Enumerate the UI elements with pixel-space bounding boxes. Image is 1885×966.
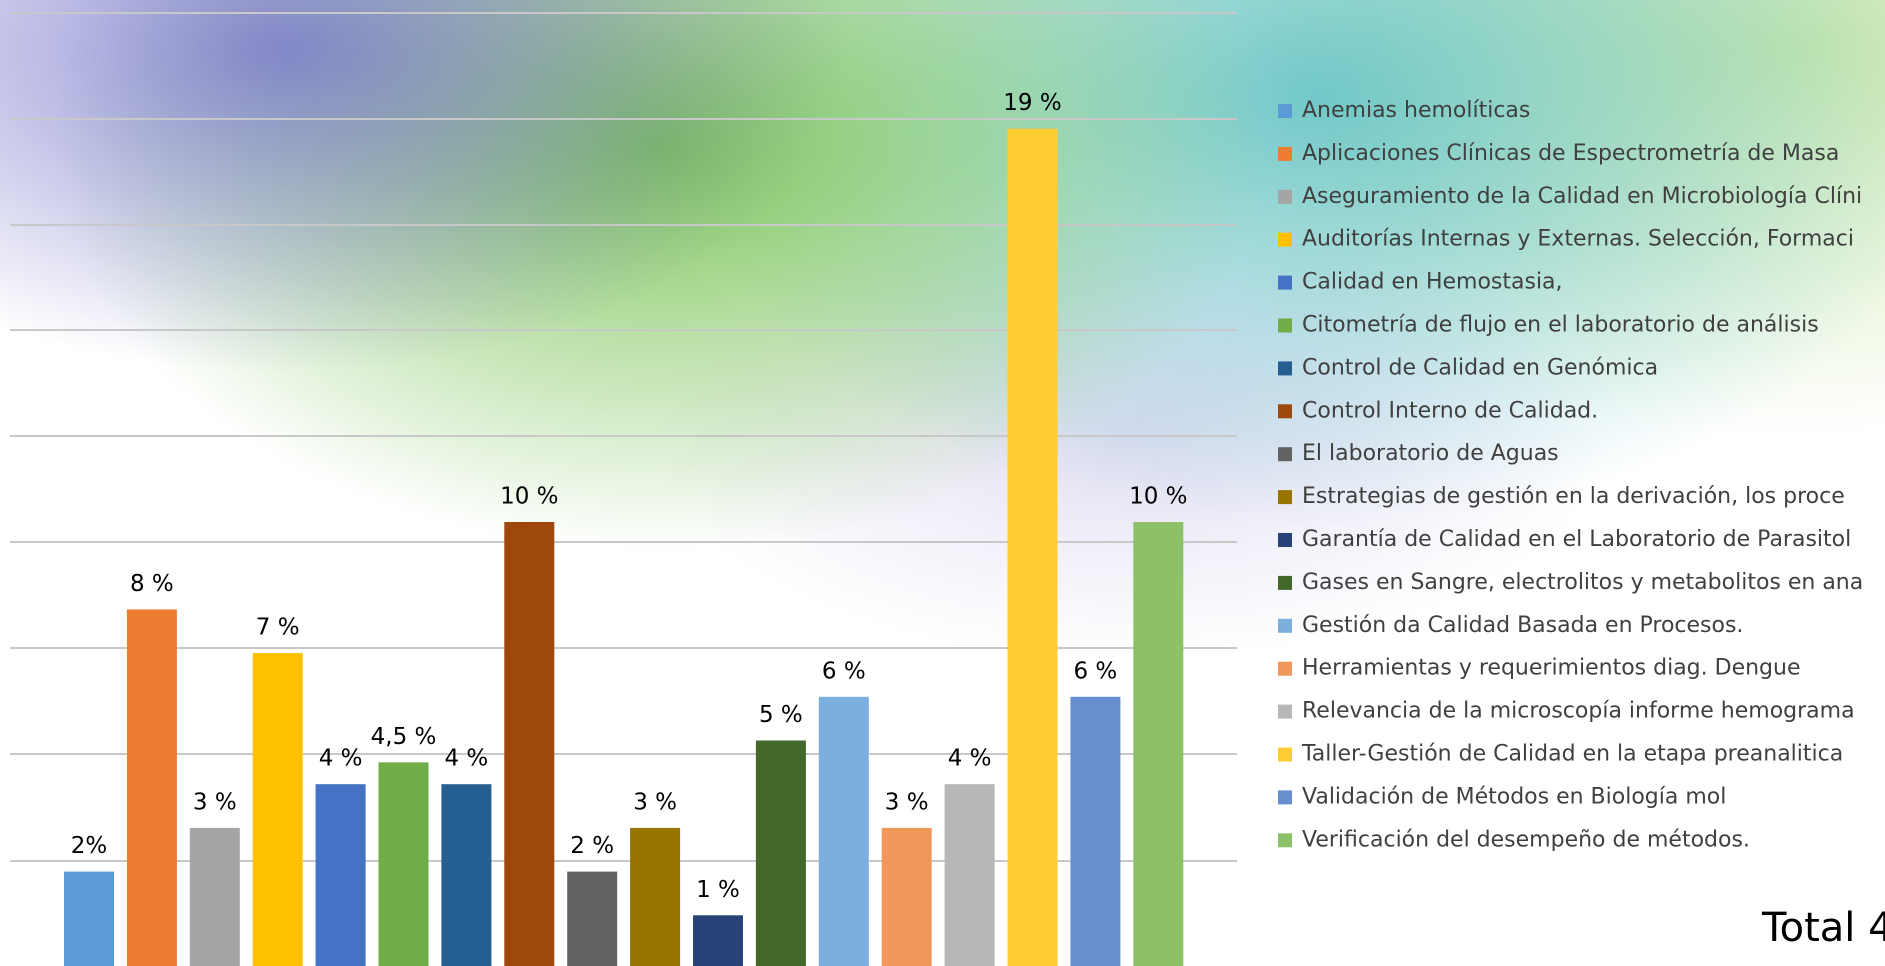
legend-label: Estrategias de gestión en la derivación,…	[1302, 484, 1845, 509]
bar	[567, 871, 618, 966]
data-label: 6 %	[822, 658, 866, 684]
legend-swatch	[1278, 533, 1292, 547]
bar	[126, 609, 177, 966]
legend-label: Gestión da Calidad Basada en Procesos.	[1302, 613, 1743, 638]
legend-swatch	[1278, 447, 1292, 462]
legend-label: Control Interno de Calidad.	[1302, 398, 1598, 423]
data-label: 10 %	[500, 484, 558, 510]
bar	[944, 784, 995, 966]
data-label: 5 %	[759, 702, 803, 728]
bar	[315, 784, 366, 966]
legend-label: Taller-Gestión de Calidad en la etapa pr…	[1301, 742, 1843, 767]
data-label: 2 %	[570, 833, 614, 859]
legend-swatch	[1278, 275, 1292, 290]
legend-swatch	[1278, 661, 1292, 676]
data-label: 19 %	[1003, 90, 1061, 116]
data-label: 4 %	[444, 746, 488, 772]
bar	[693, 915, 743, 966]
bar	[189, 827, 240, 966]
legend-label: Aseguramiento de la Calidad en Microbiol…	[1302, 184, 1862, 209]
legend-swatch	[1278, 146, 1292, 161]
legend-label: Relevancia de la microscopía informe hem…	[1302, 699, 1855, 724]
bar	[755, 740, 806, 966]
legend-label: Calidad en Hemostasia,	[1302, 270, 1563, 295]
legend-swatch	[1278, 104, 1292, 118]
legend-label: Gases en Sangre, electrolitos y metaboli…	[1302, 570, 1863, 595]
legend-swatch	[1278, 404, 1292, 419]
bar	[1070, 696, 1121, 966]
bar	[252, 653, 303, 966]
bar	[881, 827, 932, 966]
legend-swatch	[1278, 189, 1292, 204]
bar	[378, 762, 429, 966]
data-label: 4 %	[319, 746, 363, 772]
bar	[64, 871, 114, 966]
bar	[818, 696, 869, 966]
legend-swatch	[1278, 575, 1292, 590]
legend-label: Garantía de Calidad en el Laboratorio de…	[1302, 527, 1851, 552]
data-label: 6 %	[1073, 658, 1117, 684]
legend-swatch	[1278, 747, 1292, 762]
data-label: 10 %	[1129, 484, 1187, 510]
bar	[1133, 522, 1184, 966]
total-annotation: Total 4	[1761, 905, 1885, 951]
legend-label: Auditorías Internas y Externas. Selecció…	[1302, 227, 1854, 252]
legend-label: Control de Calidad en Genómica	[1302, 355, 1658, 380]
legend-label: Herramientas y requerimientos diag. Deng…	[1302, 656, 1801, 681]
data-label: 4 %	[948, 746, 992, 772]
legend-label: Aplicaciones Clínicas de Espectrometría …	[1302, 141, 1839, 166]
bar	[441, 784, 492, 966]
data-label: 7 %	[256, 615, 300, 641]
legend-label: Verificación del desempeño de métodos.	[1302, 827, 1750, 852]
bar	[1007, 128, 1058, 966]
data-label: 8 %	[130, 571, 174, 597]
legend-swatch	[1278, 790, 1292, 805]
legend-label: El laboratorio de Aguas	[1302, 441, 1559, 466]
legend-swatch	[1278, 618, 1292, 633]
data-label: 2%	[71, 833, 108, 859]
legend-swatch	[1278, 833, 1292, 848]
legend-swatch	[1278, 704, 1292, 719]
data-label: 3 %	[193, 789, 237, 815]
data-label: 3 %	[885, 789, 929, 815]
bar	[504, 522, 555, 966]
data-label: 4,5 %	[371, 724, 437, 750]
legend-label: Citometría de flujo en el laboratorio de…	[1302, 313, 1819, 338]
data-label: 1 %	[696, 877, 740, 903]
legend-swatch	[1278, 490, 1292, 505]
legend-swatch	[1278, 318, 1292, 333]
data-label: 3 %	[633, 789, 677, 815]
legend-label: Anemias hemolíticas	[1302, 98, 1530, 123]
legend-label: Validación de Métodos en Biología mol	[1302, 784, 1726, 809]
legend-swatch	[1278, 361, 1292, 376]
bar	[630, 827, 681, 966]
legend-swatch	[1278, 232, 1292, 247]
